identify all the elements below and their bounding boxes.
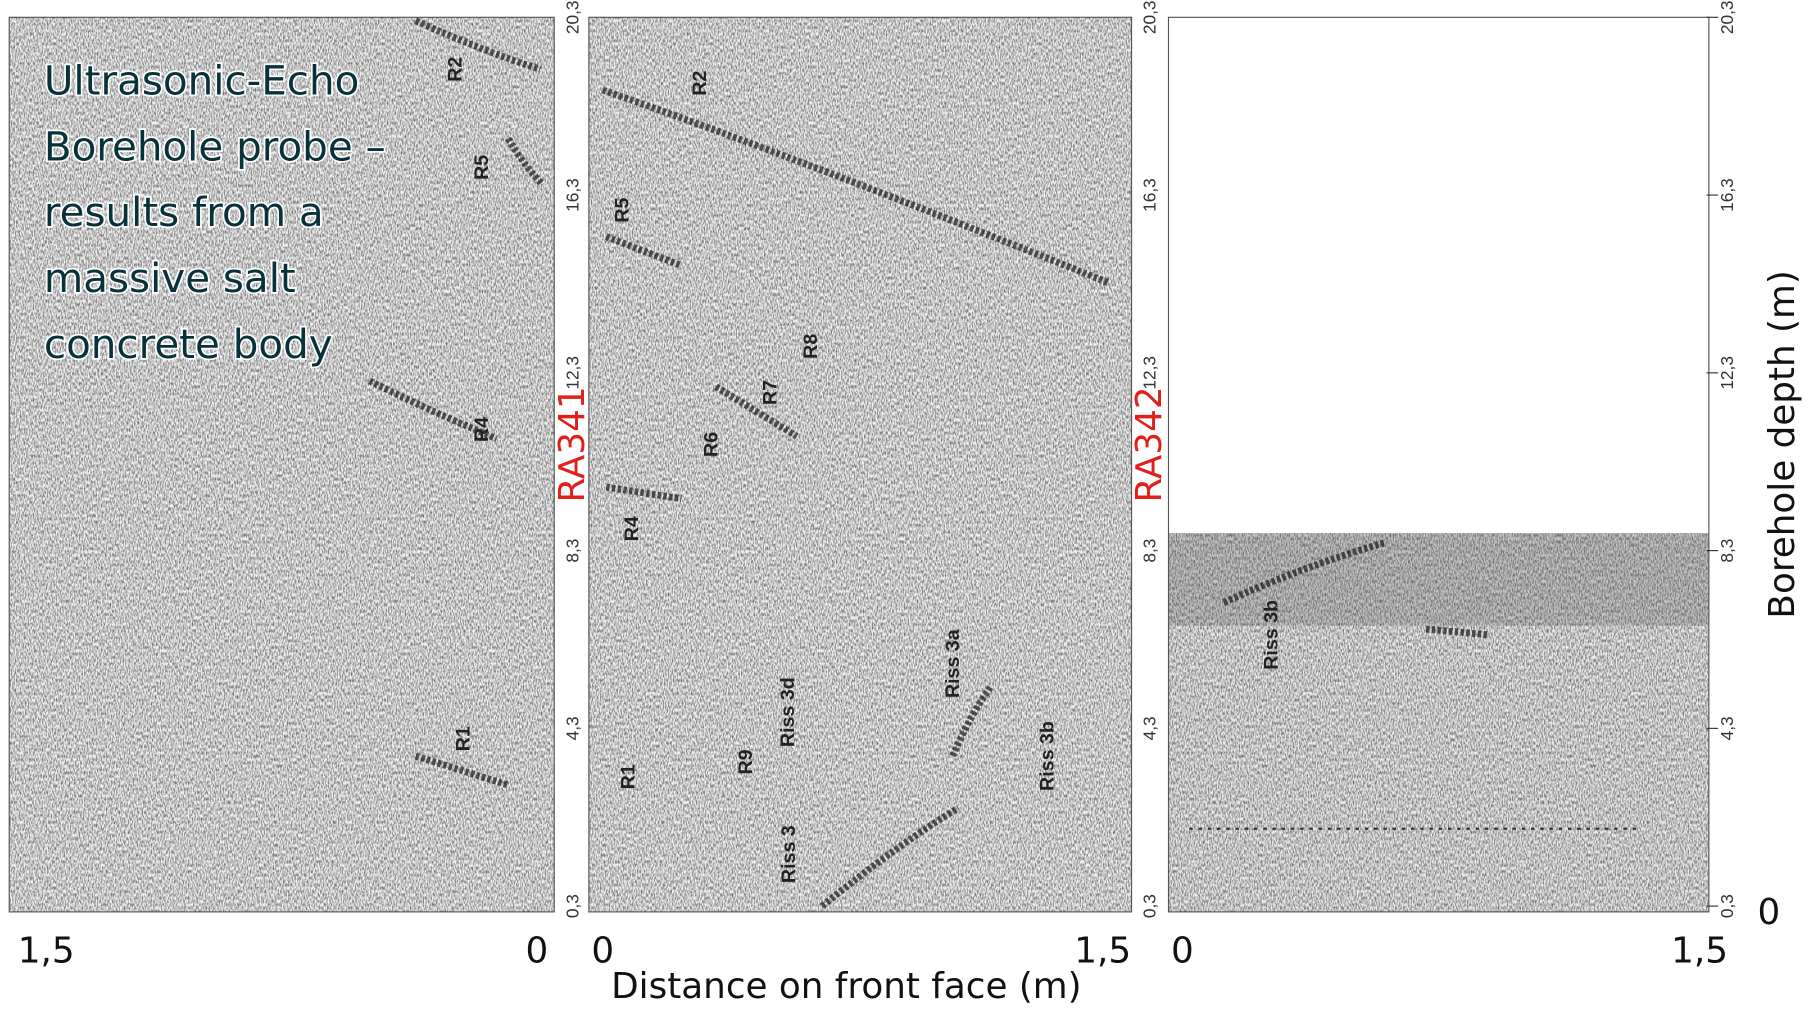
frame — [8, 16, 555, 913]
title-line: concrete body — [44, 320, 333, 368]
scan-noise — [9, 17, 555, 912]
axis-zero: 0 — [1758, 892, 1781, 933]
reflector-label: R6 — [701, 432, 723, 457]
x-label: 0 — [1171, 930, 1194, 971]
reflector-label: R7 — [759, 380, 781, 405]
depth-tick-label: 0,3 — [1140, 894, 1160, 918]
depth-tick-label: 20,3 — [1140, 0, 1160, 34]
depth-tick-label: 16,3 — [562, 178, 582, 212]
reflector-label: R4 — [621, 516, 643, 541]
frame — [1167, 16, 1710, 913]
reflector — [601, 86, 1110, 287]
reflector-label: Riss 3 — [778, 825, 800, 883]
reflector-label: R5 — [471, 155, 493, 180]
depth-tick-label: 12,3 — [1717, 356, 1737, 390]
reflector — [367, 377, 498, 442]
title-line: Borehole probe – — [44, 122, 386, 170]
reflector — [414, 752, 510, 789]
x-label: 1,5 — [1074, 930, 1131, 971]
scan-band — [1168, 533, 1709, 626]
reflector-label: R2 — [444, 57, 466, 82]
reflector-label: R4 — [471, 417, 493, 442]
reflector — [1222, 539, 1387, 606]
reflector — [714, 383, 799, 440]
reflector — [1425, 625, 1490, 639]
depth-tick-label: 8,3 — [562, 539, 582, 563]
depth-tick-label: 0,3 — [562, 894, 582, 918]
reflector-label: R2 — [689, 70, 711, 95]
x-label: 1,5 — [1671, 930, 1728, 971]
depth-tick-label: 12,3 — [1140, 356, 1160, 390]
title-line: massive salt — [44, 254, 296, 302]
reflector — [949, 684, 994, 758]
depth-tick-label: 12,3 — [562, 356, 582, 390]
x-label: 1,5 — [18, 930, 75, 971]
axis-title: Borehole depth (m) — [1762, 270, 1803, 618]
reflector-label: R5 — [612, 197, 634, 222]
depth-tick-label: 20,3 — [562, 0, 582, 34]
reflector-label: R1 — [617, 764, 639, 789]
reflector-label: Riss 3d — [777, 677, 799, 747]
title-line: Ultrasonic-Echo — [44, 57, 359, 105]
reflector-label: Riss 3a — [942, 628, 964, 698]
depth-tick-label: 8,3 — [1717, 539, 1737, 563]
reflector-label: Riss 3b — [1261, 600, 1283, 670]
reflector — [414, 17, 542, 73]
borehole-name: RA342 — [1129, 386, 1170, 502]
depth-tick-label: 0,3 — [1717, 894, 1737, 918]
x-label: 0 — [591, 930, 614, 971]
x-label: 0 — [526, 930, 549, 971]
reflector-label: R8 — [800, 334, 822, 359]
title-line: results from a — [44, 188, 324, 236]
depth-tick-label: 20,3 — [1717, 0, 1737, 34]
depth-tick-label: 4,3 — [1140, 716, 1160, 740]
frame — [588, 16, 1133, 913]
scan-noise — [1168, 533, 1709, 912]
depth-tick-label: 4,3 — [1717, 716, 1737, 740]
reflector-label: R1 — [452, 726, 474, 751]
depth-tick-label: 16,3 — [1717, 178, 1737, 212]
reflector — [605, 483, 682, 503]
reflector-label: Riss 3b — [1037, 721, 1059, 791]
axis-title: Distance on front face (m) — [611, 966, 1081, 1007]
borehole-name: RA341 — [552, 386, 593, 502]
scan-noise — [588, 17, 1132, 912]
reflector — [819, 805, 961, 909]
depth-tick-label: 8,3 — [1140, 539, 1160, 563]
reflector-label: R9 — [735, 749, 757, 774]
reflector — [604, 233, 683, 269]
depth-tick-label: 16,3 — [1140, 178, 1160, 212]
reflector — [505, 136, 546, 188]
depth-tick-label: 4,3 — [562, 716, 582, 740]
scan-images — [8, 16, 1710, 913]
